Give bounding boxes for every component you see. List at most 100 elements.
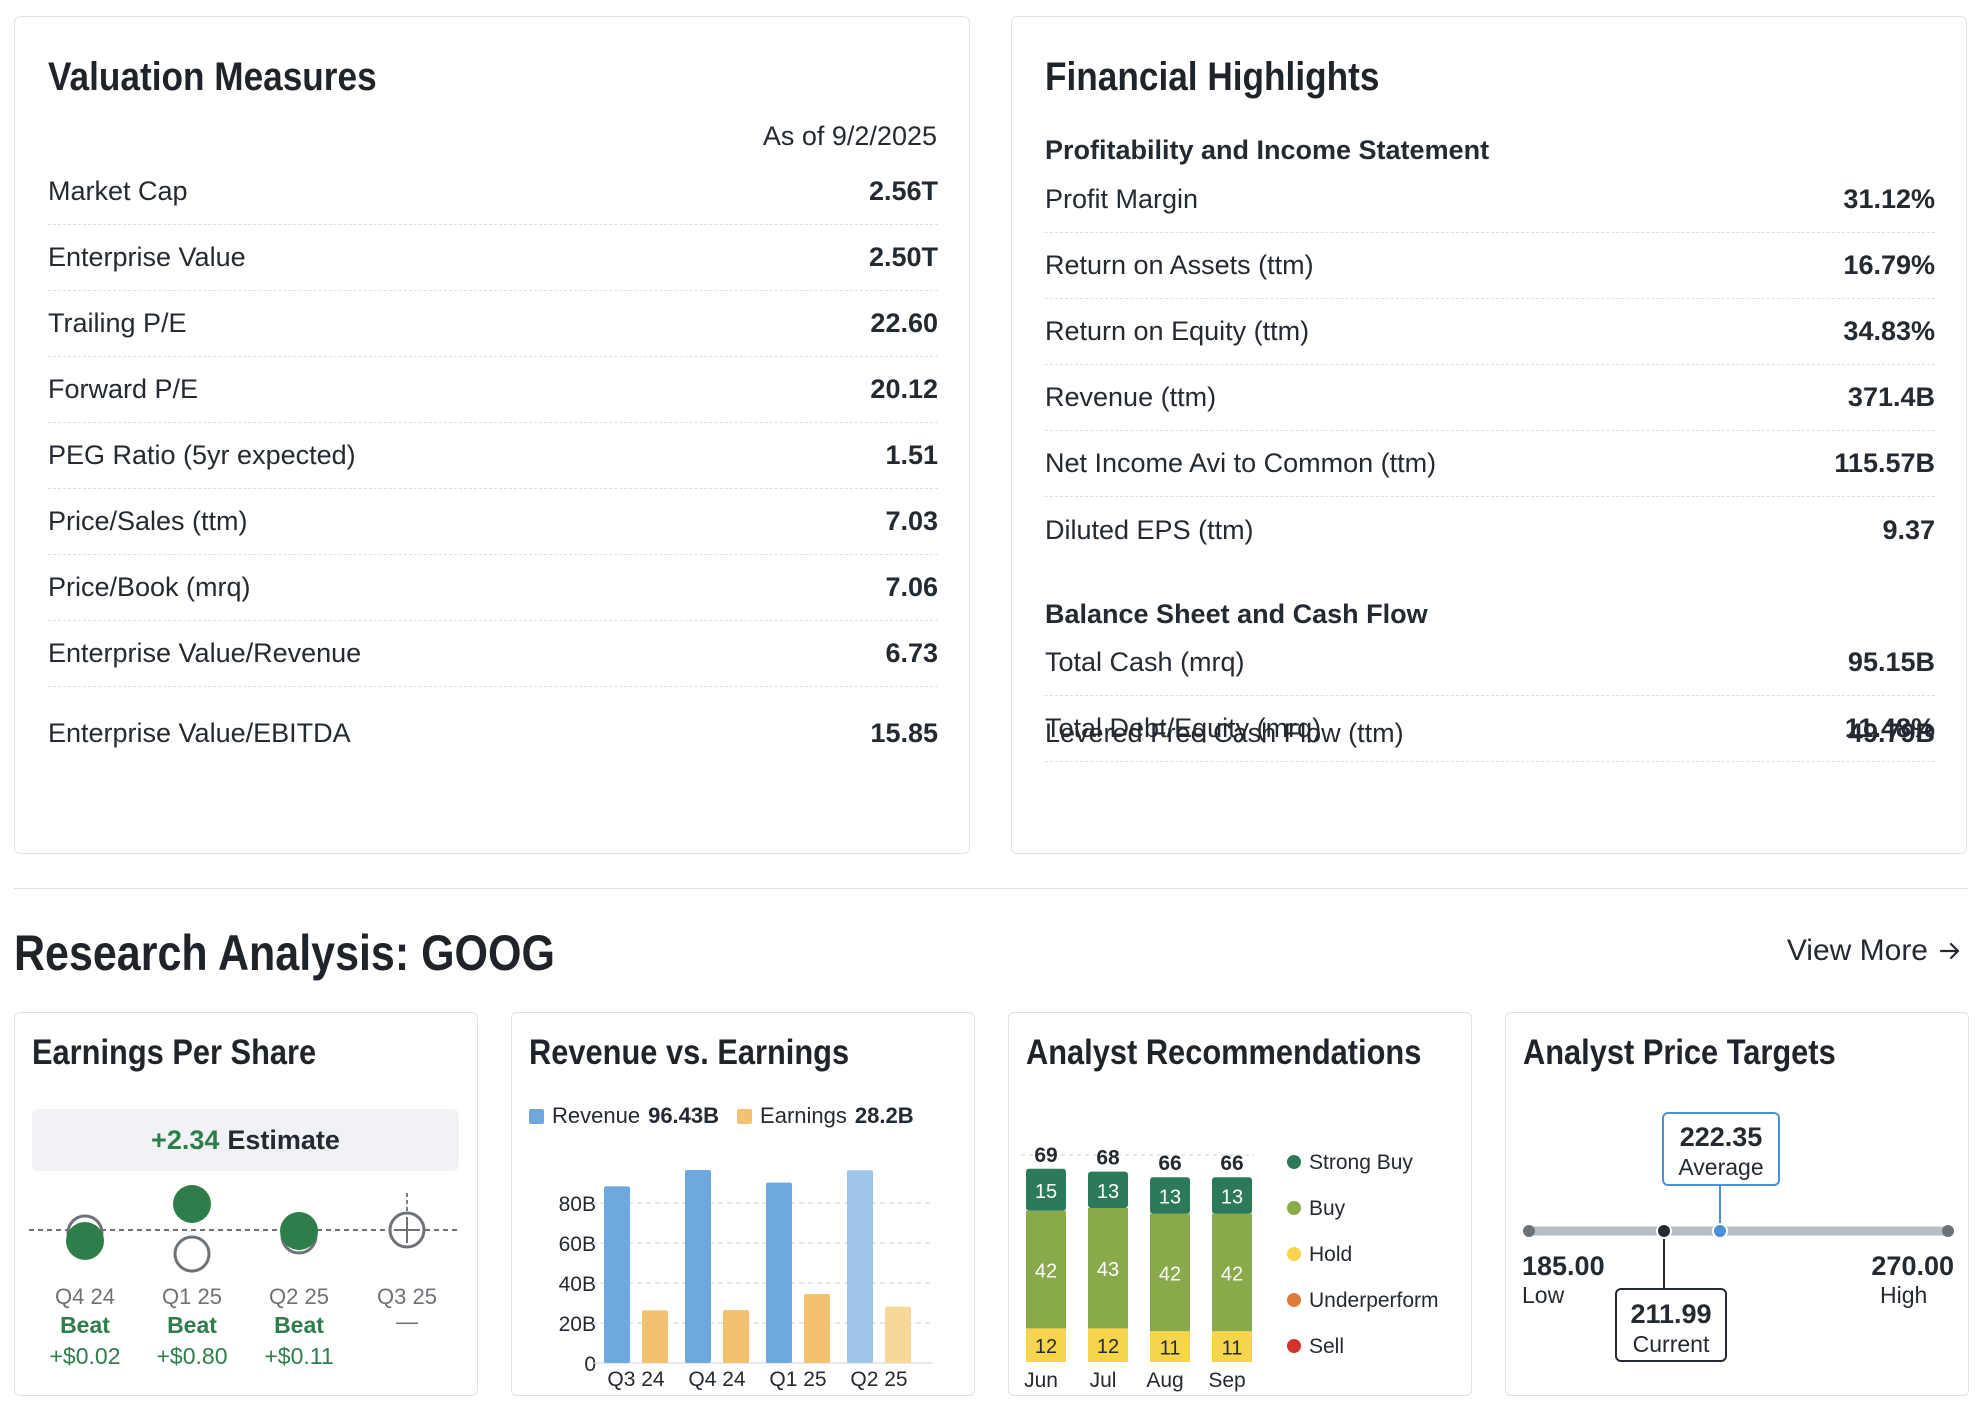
row-label: Trailing P/E xyxy=(48,308,187,338)
hold-segment[interactable] xyxy=(1026,1328,1066,1362)
buy-segment[interactable] xyxy=(1026,1210,1066,1329)
strong-buy-segment[interactable] xyxy=(1150,1177,1190,1214)
row-value: 2.50T xyxy=(868,242,938,272)
strong-buy-segment[interactable] xyxy=(1026,1168,1066,1211)
earnings-legend-label: Earnings xyxy=(760,1103,847,1128)
revenue-legend-value: 96.43B xyxy=(648,1103,720,1128)
strong-buy-segment[interactable] xyxy=(1088,1171,1128,1208)
row-label: Market Cap xyxy=(48,176,188,206)
eps-estimate-label: Estimate xyxy=(227,1124,340,1155)
revenue-earnings-card[interactable]: Revenue vs. Earnings Revenue 96.43B Earn… xyxy=(511,1012,975,1396)
revenue-earnings-chart: 0 20B 40B 60B 80B Q3 24 Q4 24 Q1 25 Q2 25 xyxy=(559,1170,932,1391)
row-value: 31.12% xyxy=(1843,184,1935,214)
data-row: Forward P/E 20.12 xyxy=(48,357,938,423)
revenue-bar[interactable] xyxy=(847,1170,873,1363)
eps-estimate-box: +2.34 Estimate xyxy=(32,1109,459,1171)
hold-count: 11 xyxy=(1222,1338,1243,1360)
eps-estimate-value: +2.34 xyxy=(151,1124,220,1155)
rev-earn-legend: Revenue 96.43B Earnings 28.2B xyxy=(529,1103,914,1129)
row-value: 9.37 xyxy=(1882,514,1935,545)
eps-quarter-label: Q3 25 xyxy=(377,1284,437,1309)
recommendations-title: Analyst Recommendations xyxy=(1026,1033,1422,1072)
hold-segment[interactable] xyxy=(1212,1331,1252,1362)
revenue-bar[interactable] xyxy=(604,1186,630,1363)
price-targets-title: Analyst Price Targets xyxy=(1523,1033,1836,1072)
row-label: Enterprise Value/Revenue xyxy=(48,638,362,668)
data-row: Total Debt/Equity (mrq) 11.48% xyxy=(1045,696,1935,762)
data-row: Revenue (ttm) 371.4B xyxy=(1045,365,1935,431)
buy-segment[interactable] xyxy=(1150,1213,1190,1332)
eps-quarter-label: Q2 25 xyxy=(269,1284,329,1309)
data-row: Return on Equity (ttm) 34.83% xyxy=(1045,299,1935,365)
earnings-bar[interactable] xyxy=(723,1310,749,1363)
strong-buy-segment[interactable] xyxy=(1212,1177,1252,1214)
current-label: Current xyxy=(1633,1331,1710,1357)
data-row: PEG Ratio (5yr expected) 1.51 xyxy=(48,423,938,489)
rev-y-tick: 20B xyxy=(559,1313,596,1336)
row-label: Revenue (ttm) xyxy=(1045,382,1217,412)
earnings-bar[interactable] xyxy=(642,1310,668,1363)
earnings-bar[interactable] xyxy=(885,1306,911,1363)
current-marker[interactable] xyxy=(1656,1223,1672,1239)
revenue-legend-label: Revenue xyxy=(552,1103,641,1128)
eps-actual-dot-q1-25[interactable] xyxy=(173,1185,211,1223)
average-marker[interactable] xyxy=(1712,1223,1728,1239)
revenue-bar[interactable] xyxy=(685,1170,711,1363)
strong-buy-count: 13 xyxy=(1221,1186,1243,1208)
rec-month-label: Sep xyxy=(1208,1369,1245,1392)
eps-actual-dot-q2-25[interactable] xyxy=(280,1212,318,1250)
view-more-label[interactable]: View More xyxy=(1786,934,1928,967)
hold-count: 12 xyxy=(1097,1336,1119,1358)
profitability-heading: Profitability and Income Statement xyxy=(1045,135,1490,165)
view-more-link[interactable]: View More xyxy=(1787,934,1962,968)
price-targets-card[interactable]: Analyst Price Targets 222.35 Average 211… xyxy=(1505,1012,1969,1396)
eps-quarter-label: Q4 24 xyxy=(55,1284,115,1309)
buy-segment[interactable] xyxy=(1088,1208,1128,1329)
legend-label: Underperform xyxy=(1309,1289,1439,1312)
earnings-legend-value: 28.2B xyxy=(854,1103,914,1128)
hold-segment[interactable] xyxy=(1150,1331,1190,1362)
row-value: 371.4B xyxy=(1847,382,1935,412)
rec-total-label: 66 xyxy=(1220,1152,1243,1175)
data-row: Market Cap 2.56T xyxy=(48,159,938,225)
rec-month-label: Aug xyxy=(1146,1369,1183,1392)
as-of-date: As of 9/2/2025 xyxy=(762,121,937,151)
average-value: 222.35 xyxy=(1680,1122,1763,1152)
eps-status-label: Beat xyxy=(274,1312,324,1338)
recommendations-card[interactable]: Analyst Recommendations 69 15 42 12 Jun 68 13 4… xyxy=(1008,1012,1472,1396)
legend-label: Hold xyxy=(1309,1243,1352,1266)
revenue-bar[interactable] xyxy=(766,1182,792,1363)
row-label: Total Cash (mrq) xyxy=(1045,647,1245,677)
row-label: Forward P/E xyxy=(48,374,199,404)
row-label: Price/Sales (ttm) xyxy=(48,506,248,536)
rev-y-tick: 80B xyxy=(559,1193,596,1216)
row-value: 7.03 xyxy=(885,506,938,536)
hold-segment[interactable] xyxy=(1088,1328,1128,1362)
row-label: Enterprise Value/EBITDA xyxy=(48,717,351,748)
row-value: 1.51 xyxy=(885,440,938,470)
eps-diff-label: +$0.02 xyxy=(50,1343,121,1369)
data-row: Trailing P/E 22.60 xyxy=(48,291,938,357)
data-row: Profit Margin 31.12% xyxy=(1045,167,1935,233)
strong-buy-count: 15 xyxy=(1035,1181,1057,1203)
eps-diff-label: — xyxy=(396,1309,418,1334)
data-row: Diluted EPS (ttm) 9.37 xyxy=(1045,497,1935,563)
buy-count: 42 xyxy=(1035,1261,1057,1283)
rec-month-label: Jun xyxy=(1024,1369,1058,1392)
high-label: High xyxy=(1880,1282,1927,1308)
data-row: Price/Book (mrq) 7.06 xyxy=(48,555,938,621)
average-label: Average xyxy=(1678,1154,1763,1180)
legend-label: Sell xyxy=(1309,1335,1344,1358)
price-low-marker xyxy=(1523,1225,1535,1237)
eps-status-label: Beat xyxy=(60,1312,110,1338)
row-value: 20.12 xyxy=(870,374,938,404)
eps-actual-dot-q4-24[interactable] xyxy=(66,1222,104,1260)
buy-segment[interactable] xyxy=(1212,1213,1252,1332)
earnings-bar[interactable] xyxy=(804,1294,830,1363)
valuation-title: Valuation Measures xyxy=(48,55,377,99)
eps-card[interactable]: Earnings Per Share +2.34 Estimate Q4 24 B… xyxy=(14,1012,478,1396)
data-row: Total Cash (mrq) 95.15B xyxy=(1045,630,1935,696)
row-value: 95.15B xyxy=(1847,647,1935,677)
rec-total-label: 69 xyxy=(1034,1144,1057,1167)
earnings-legend-swatch xyxy=(737,1108,753,1124)
